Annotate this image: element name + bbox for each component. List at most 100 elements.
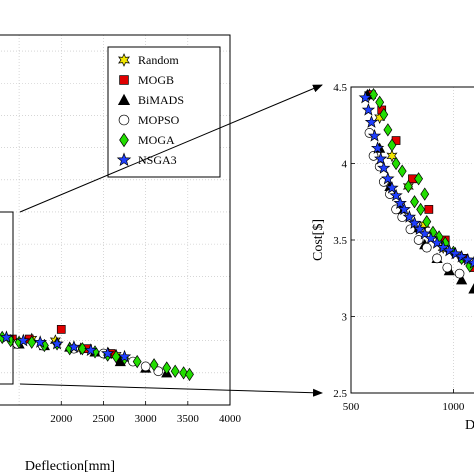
y-tick-label: 4.5 (333, 82, 347, 94)
zoom-region-box (0, 211, 14, 385)
legend-label-bimads: BiMADS (138, 93, 184, 107)
point-mopso (421, 242, 432, 253)
point-moga (132, 354, 142, 369)
main-chart-points (0, 325, 194, 382)
point-nsga3 (402, 210, 417, 223)
legend-label-mogb: MOGB (138, 73, 174, 87)
point-moga (391, 156, 401, 171)
point-mopso (413, 235, 424, 245)
point-nsga3 (407, 216, 422, 229)
legend-marker-mogb (119, 75, 129, 85)
point-moga (387, 138, 397, 152)
x-tick-label: 1000 (442, 401, 465, 413)
zoomed-chart-ticks: 2.5 3 3.5 4 4.5 500 1000 (333, 82, 465, 413)
point-moga (397, 164, 407, 178)
legend: Random MOGB BiMADS MOPSO MOGA NSGA3 (107, 46, 221, 178)
zoomed-chart-points (358, 88, 474, 294)
x-tick-label: 3000 (135, 413, 158, 425)
main-chart-x-axis-label: Deflection[mm] (25, 459, 115, 474)
point-nsga3 (389, 188, 403, 202)
point-nsga3 (377, 161, 391, 174)
zoomed-chart-x-axis-label: D (465, 418, 474, 433)
y-tick-label: 2.5 (333, 388, 347, 400)
point-mopso (397, 212, 408, 222)
y-tick-label: 3 (342, 312, 348, 324)
legend-box (107, 46, 221, 178)
y-tick-label: 3.5 (333, 235, 347, 247)
zoomed-chart-y-axis-label: Cost[$] (311, 219, 326, 261)
main-chart-x-ticks: 2000 2500 3000 3500 4000 (50, 401, 242, 425)
point-nsga3 (361, 102, 376, 116)
zoom-arrow-top (19, 84, 323, 213)
point-nsga3 (461, 252, 474, 266)
point-mopso (153, 366, 164, 377)
point-moga (369, 88, 378, 102)
point-nsga3 (367, 128, 382, 142)
point-nsga3 (33, 335, 47, 348)
x-tick-label: 500 (343, 401, 360, 413)
point-moga (170, 364, 180, 378)
x-tick-label: 4000 (219, 413, 242, 425)
point-nsga3 (84, 343, 98, 356)
point-nsga3 (385, 180, 399, 194)
point-moga (410, 195, 419, 209)
point-mogb (56, 325, 66, 334)
point-mopso (432, 253, 442, 264)
point-nsga3 (370, 141, 385, 154)
point-mogb (424, 205, 434, 214)
point-nsga3 (358, 90, 373, 104)
legend-marker-nsga3 (116, 152, 132, 167)
point-nsga3 (16, 333, 30, 347)
point-nsga3 (393, 196, 407, 209)
point-mopso (454, 268, 465, 279)
point-nsga3 (381, 171, 395, 185)
point-mopso (368, 151, 379, 161)
x-tick-label: 2500 (92, 413, 115, 425)
zoom-arrow-bottom (19, 383, 323, 397)
main-chart-frame (0, 34, 231, 406)
point-moga (379, 107, 389, 122)
point-nsga3 (101, 346, 115, 360)
legend-label-nsga3: NSGA3 (138, 153, 177, 167)
point-moga (179, 366, 189, 380)
point-nsga3 (397, 202, 411, 216)
legend-marker-bimads (117, 93, 131, 106)
point-nsga3 (117, 349, 132, 363)
point-moga (185, 367, 194, 382)
zoomed-scatter-chart: 2.5 3 3.5 4 4.5 500 1000 Cost[$] D (311, 82, 474, 433)
point-moga (420, 187, 430, 201)
point-moga (422, 215, 432, 229)
point-random (386, 149, 398, 163)
point-mopso (140, 361, 151, 372)
legend-marker-random (118, 53, 130, 67)
y-tick-label: 4 (342, 159, 348, 171)
point-moga (416, 202, 426, 217)
legend-marker-moga (119, 132, 129, 148)
legend-marker-mopso (118, 114, 130, 126)
point-moga (375, 95, 385, 109)
point-mopso (442, 262, 453, 273)
main-scatter-chart: 2000 2500 3000 3500 4000 Deflection[mm] (0, 34, 242, 474)
point-nsga3 (374, 151, 388, 165)
point-moga (77, 342, 87, 356)
point-nsga3 (364, 115, 379, 128)
legend-label-moga: MOGA (138, 133, 175, 147)
point-moga (162, 361, 172, 375)
legend-label-random: Random (138, 53, 179, 67)
x-tick-label: 3500 (177, 413, 200, 425)
point-moga (383, 123, 393, 137)
point-bimads (468, 283, 474, 294)
legend-label-mopso: MOPSO (138, 113, 180, 127)
point-moga (414, 172, 424, 186)
point-nsga3 (50, 336, 64, 350)
point-nsga3 (448, 246, 463, 260)
x-tick-label: 2000 (50, 413, 73, 425)
point-nsga3 (67, 340, 81, 353)
point-nsga3 (0, 330, 14, 344)
point-bimads (456, 274, 468, 285)
point-moga (149, 358, 159, 372)
point-moga (403, 179, 413, 194)
point-nsga3 (436, 240, 450, 254)
point-nsga3 (442, 243, 456, 257)
